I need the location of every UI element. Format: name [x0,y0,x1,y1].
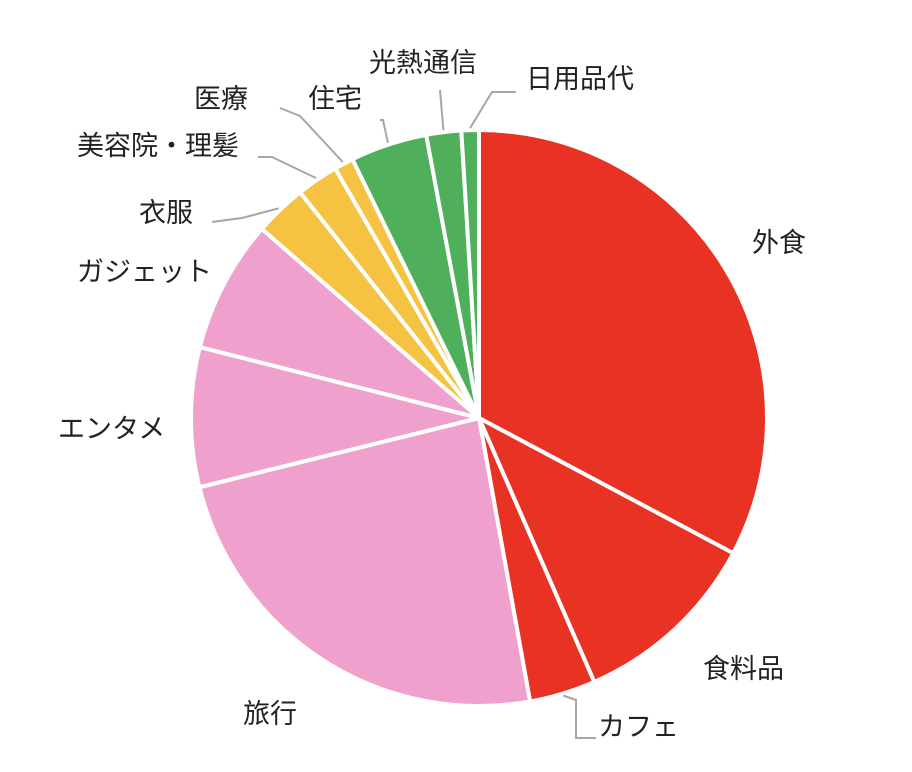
leader-line-iryo [279,107,344,163]
label-ryoko: 旅行 [243,699,297,730]
leader-line-jutaku [380,119,389,143]
label-gadget: ガジェット [77,257,212,288]
slice-labels: 外食 食料品 カフェ 旅行 エンタメ ガジェット 衣服 美容院・理髪 医療 住宅… [58,48,806,743]
label-shokuryohin: 食料品 [703,654,784,685]
pie-slice-gadget [197,226,481,420]
label-entame: エンタメ [58,414,165,445]
leader-line-ifuku [211,207,279,223]
pie-slice-gaishoku [477,128,770,556]
label-biyoin: 美容院・理髪 [77,131,239,162]
leader-line-cafe [562,694,596,739]
leader-line-konetsu [439,89,445,131]
leader-line-nichiyohin [469,91,516,129]
pie-slice-nichiyohin [459,127,481,420]
label-jutaku: 住宅 [308,84,362,115]
pie-slice-ryoko [197,416,533,708]
pie-slices [189,127,770,708]
label-nichiyohin: 日用品代 [526,64,634,95]
label-konetsu: 光熱通信 [369,48,477,79]
label-ifuku: 衣服 [139,198,193,229]
leader-lines [211,89,596,739]
leader-line-biyoin [258,156,317,180]
label-iryo: 医療 [194,84,248,115]
pie-slice-entame [189,345,481,490]
label-cafe: カフェ [598,712,679,743]
pie-slice-shokuryohin [477,416,736,684]
label-gaishoku: 外食 [752,228,806,259]
